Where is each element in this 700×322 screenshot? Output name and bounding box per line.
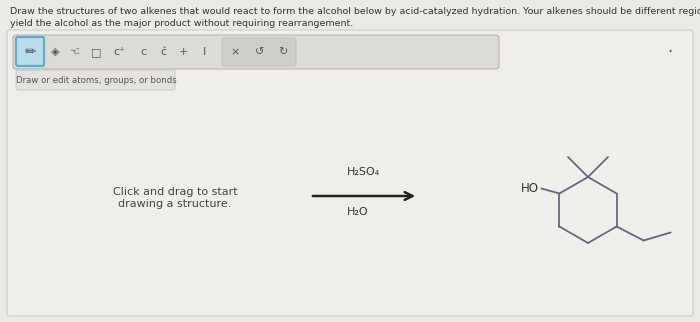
Text: ↻: ↻ [279, 47, 288, 57]
Text: I: I [204, 47, 206, 57]
Text: drawing a structure.: drawing a structure. [118, 199, 232, 209]
FancyBboxPatch shape [16, 37, 44, 66]
FancyBboxPatch shape [7, 30, 693, 316]
Text: ✏: ✏ [25, 45, 36, 59]
Text: H₂SO₄: H₂SO₄ [347, 167, 381, 177]
Text: Click and drag to start: Click and drag to start [113, 187, 237, 197]
Text: ×: × [230, 47, 239, 57]
Text: ☜: ☜ [70, 47, 80, 57]
Text: c: c [140, 47, 146, 57]
Text: □: □ [91, 47, 101, 57]
FancyBboxPatch shape [16, 70, 175, 90]
Text: ◈: ◈ [50, 47, 60, 57]
FancyBboxPatch shape [222, 38, 296, 66]
Text: H₂O: H₂O [347, 207, 369, 217]
Text: ·: · [667, 43, 673, 61]
Text: yield the alcohol as the major product without requiring rearrangement.: yield the alcohol as the major product w… [10, 19, 354, 28]
Text: Draw the structures of two alkenes that would react to form the alcohol below by: Draw the structures of two alkenes that … [10, 7, 700, 16]
Text: c⁺: c⁺ [113, 47, 125, 57]
Text: +: + [178, 47, 188, 57]
FancyBboxPatch shape [13, 35, 499, 69]
Text: ↺: ↺ [256, 47, 265, 57]
Text: HO: HO [520, 182, 538, 195]
Text: č: č [160, 47, 166, 57]
Text: Draw or edit atoms, groups, or bonds: Draw or edit atoms, groups, or bonds [15, 75, 176, 84]
